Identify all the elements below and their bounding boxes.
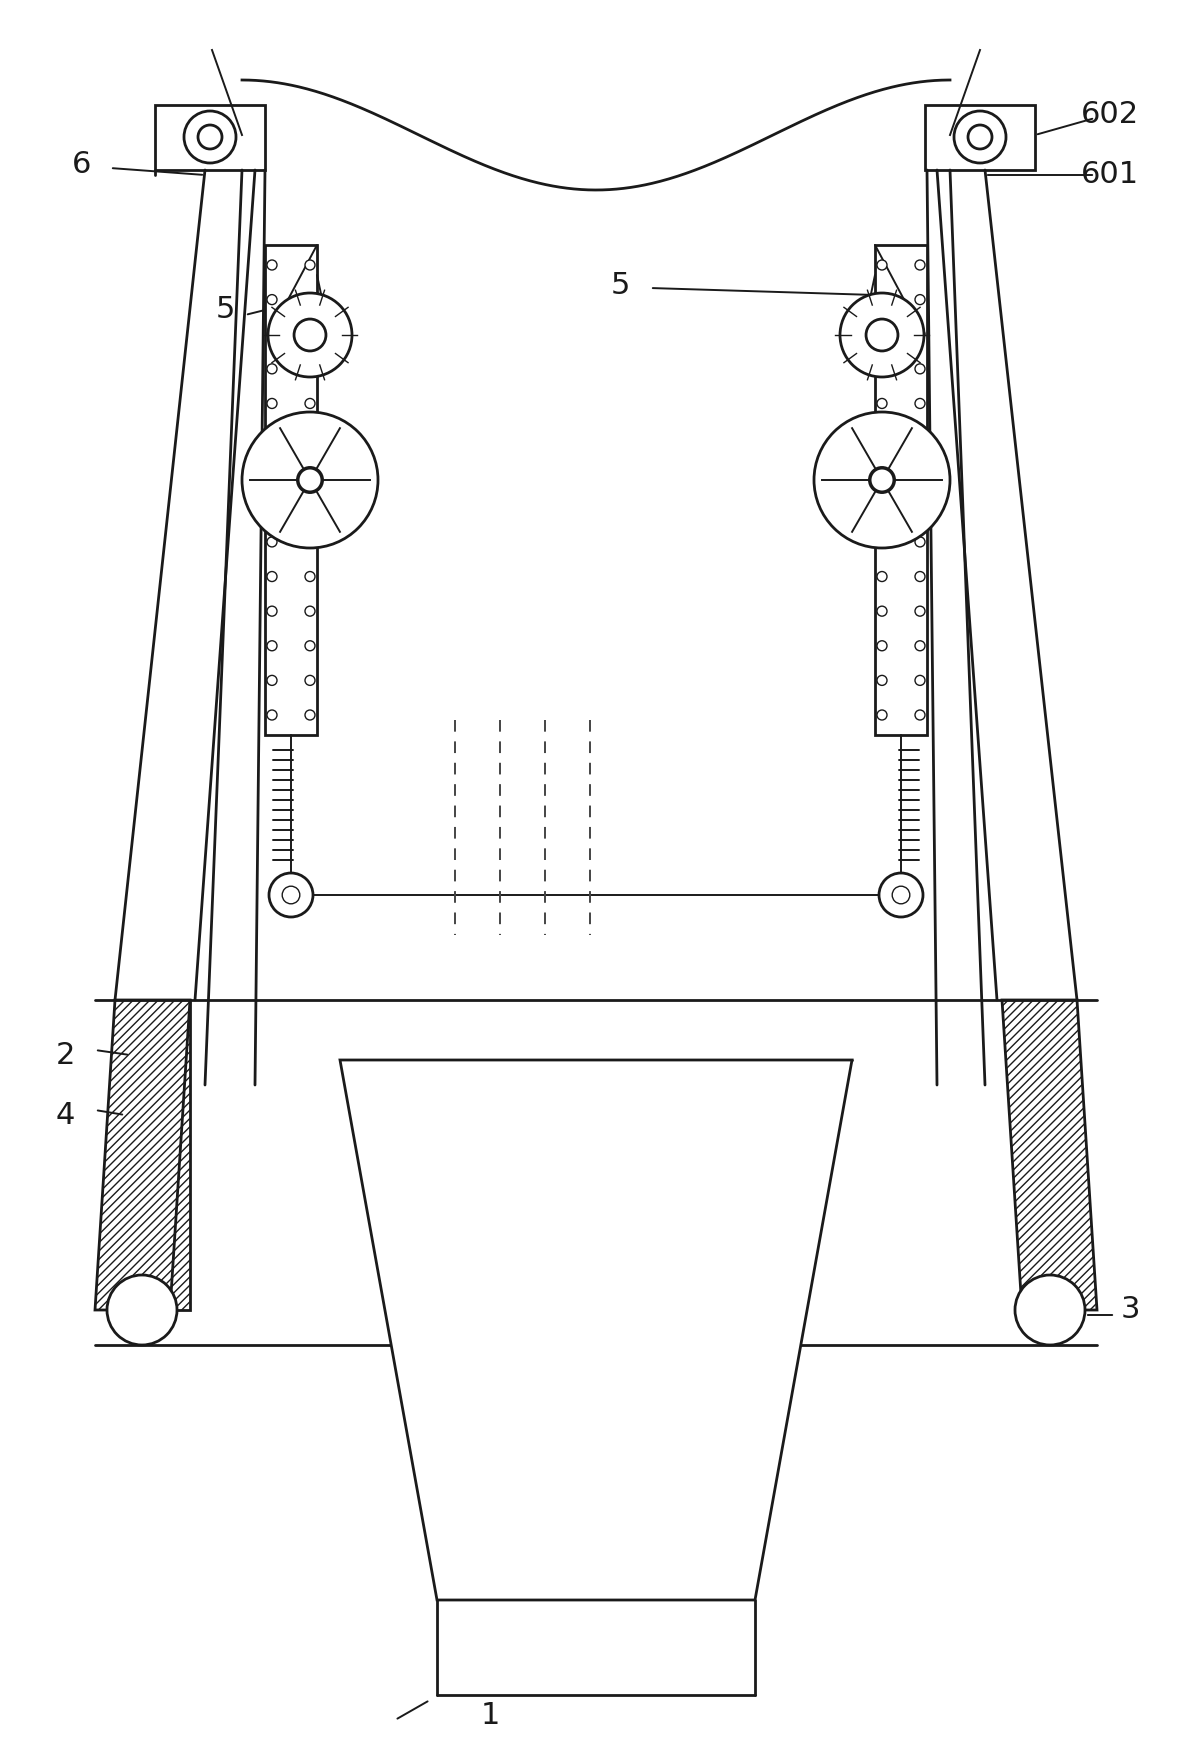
Circle shape <box>267 399 277 408</box>
Circle shape <box>877 503 887 513</box>
Circle shape <box>283 886 300 904</box>
Circle shape <box>267 468 277 478</box>
Circle shape <box>892 886 909 904</box>
Circle shape <box>968 124 992 149</box>
Circle shape <box>915 606 925 616</box>
Circle shape <box>269 874 313 918</box>
Circle shape <box>879 874 923 918</box>
Text: 6: 6 <box>73 151 92 180</box>
Circle shape <box>267 259 277 270</box>
Circle shape <box>298 468 322 492</box>
Circle shape <box>915 399 925 408</box>
Circle shape <box>184 110 236 163</box>
Circle shape <box>915 503 925 513</box>
Circle shape <box>915 468 925 478</box>
Bar <box>114 1000 190 1310</box>
Circle shape <box>305 468 315 478</box>
Circle shape <box>915 329 925 340</box>
Circle shape <box>305 676 315 685</box>
Circle shape <box>267 641 277 651</box>
Text: 5: 5 <box>216 296 235 324</box>
Circle shape <box>1016 1275 1085 1345</box>
Circle shape <box>877 538 887 546</box>
Circle shape <box>305 432 315 443</box>
Text: 601: 601 <box>1081 161 1140 189</box>
Text: 2: 2 <box>55 1040 75 1070</box>
Circle shape <box>305 641 315 651</box>
Circle shape <box>305 399 315 408</box>
Circle shape <box>305 571 315 581</box>
Circle shape <box>267 432 277 443</box>
Circle shape <box>267 676 277 685</box>
Circle shape <box>877 364 887 375</box>
Circle shape <box>915 676 925 685</box>
Circle shape <box>877 399 887 408</box>
Bar <box>875 245 927 735</box>
Circle shape <box>877 676 887 685</box>
Circle shape <box>915 364 925 375</box>
Circle shape <box>198 124 222 149</box>
Circle shape <box>877 571 887 581</box>
Circle shape <box>915 538 925 546</box>
Polygon shape <box>95 1000 190 1310</box>
Text: 602: 602 <box>1081 100 1140 130</box>
Circle shape <box>305 329 315 340</box>
Circle shape <box>305 259 315 270</box>
Circle shape <box>267 503 277 513</box>
Circle shape <box>915 571 925 581</box>
Circle shape <box>305 294 315 305</box>
Circle shape <box>915 641 925 651</box>
Circle shape <box>268 292 352 376</box>
Circle shape <box>915 709 925 720</box>
Circle shape <box>267 606 277 616</box>
Text: 4: 4 <box>55 1100 75 1129</box>
Circle shape <box>877 329 887 340</box>
Circle shape <box>877 468 887 478</box>
Circle shape <box>267 538 277 546</box>
Circle shape <box>267 709 277 720</box>
Polygon shape <box>340 1059 852 1600</box>
Circle shape <box>294 319 325 350</box>
Circle shape <box>305 606 315 616</box>
Circle shape <box>954 110 1006 163</box>
Circle shape <box>267 364 277 375</box>
Circle shape <box>267 329 277 340</box>
Text: 5: 5 <box>610 270 629 299</box>
Text: 3: 3 <box>1120 1296 1140 1324</box>
Bar <box>265 245 317 735</box>
Circle shape <box>305 364 315 375</box>
Circle shape <box>915 294 925 305</box>
Circle shape <box>915 432 925 443</box>
Text: 1: 1 <box>480 1700 499 1730</box>
Circle shape <box>877 606 887 616</box>
Circle shape <box>870 468 894 492</box>
Circle shape <box>877 432 887 443</box>
Circle shape <box>877 294 887 305</box>
Circle shape <box>305 538 315 546</box>
Polygon shape <box>1002 1000 1097 1310</box>
Circle shape <box>107 1275 176 1345</box>
Circle shape <box>877 259 887 270</box>
Circle shape <box>242 411 378 548</box>
Circle shape <box>814 411 950 548</box>
Circle shape <box>305 503 315 513</box>
Circle shape <box>267 294 277 305</box>
Circle shape <box>867 319 898 350</box>
Circle shape <box>305 709 315 720</box>
Circle shape <box>877 709 887 720</box>
Circle shape <box>267 571 277 581</box>
Circle shape <box>877 641 887 651</box>
Circle shape <box>840 292 924 376</box>
Circle shape <box>915 259 925 270</box>
Bar <box>925 105 1035 170</box>
Bar <box>155 105 265 170</box>
